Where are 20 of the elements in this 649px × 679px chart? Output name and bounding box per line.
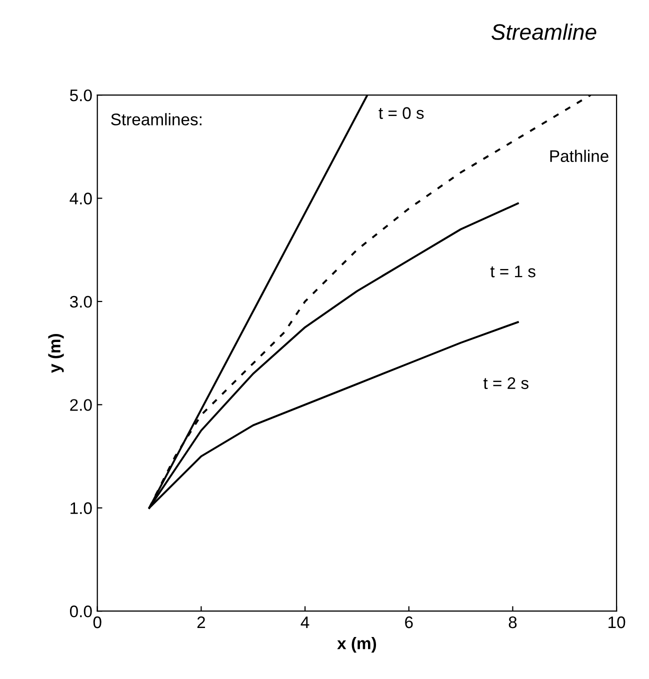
series-label: Pathline (550, 150, 608, 162)
y-tick-label: 1.0 (70, 502, 92, 514)
x-tick-label: 10 (608, 616, 626, 628)
text: t = 1 s (490, 266, 536, 278)
text: t = 2 s (483, 377, 528, 390)
x-tick-label: 8 (508, 616, 517, 628)
y-tick-label: 0.0 (70, 606, 92, 618)
y-tick-label: 5.0 (70, 89, 92, 102)
y-tick-label: 3.0 (70, 296, 92, 308)
series-label: t = 0 s (378, 107, 424, 119)
y-tick-label: 2.0 (70, 399, 92, 411)
annotation: Streamlines: (111, 113, 202, 126)
x-axis-title: x (m) (337, 637, 376, 653)
x-tick-label: 2 (197, 616, 205, 628)
x-tick-label: 0 (93, 616, 102, 628)
text: Streamline (491, 24, 596, 40)
y-axis-title: y (m) (48, 334, 64, 373)
x-tick-label: 6 (405, 616, 413, 628)
y-tick-label: 4.0 (70, 192, 92, 204)
x-tick-label: 4 (300, 616, 310, 628)
